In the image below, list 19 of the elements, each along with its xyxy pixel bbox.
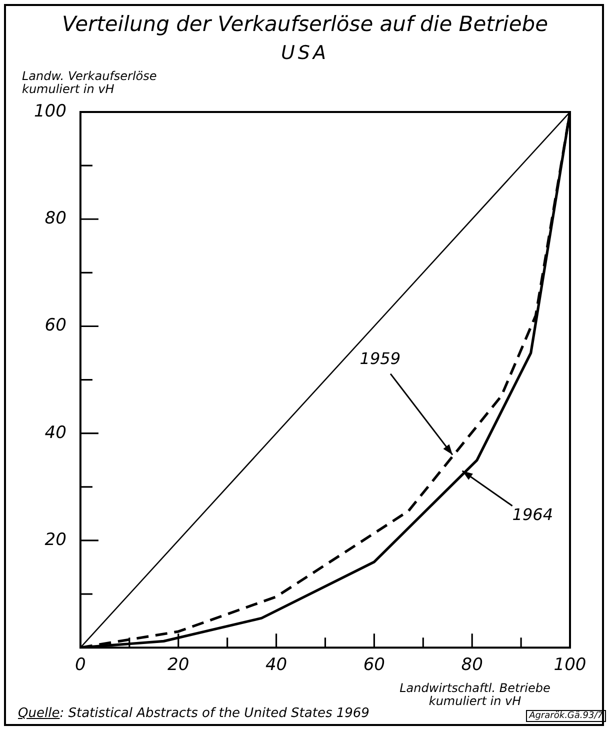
y-tick-label: 20 [44, 530, 66, 550]
x-tick-label: 20 [168, 655, 190, 676]
y-tick-label: 100 [34, 101, 66, 122]
x-tick-label: 80 [461, 655, 483, 676]
text: Agrarök.Gä.93/7 [526, 710, 606, 722]
x-axis-title: Landwirtschaftl. Betriebe kumuliert in vH [398, 681, 552, 708]
y-tick-label: 40 [44, 422, 66, 443]
y-tick-label: 60 [44, 316, 66, 336]
chart-title: Verteilung der Verkaufserlöse auf die Betriebe [60, 12, 550, 36]
y-tick-label: 80 [44, 208, 66, 229]
x-tick-label: 0 [75, 655, 86, 676]
annotation: 1959 [360, 348, 401, 368]
x-tick-label: 60 [363, 655, 385, 676]
x-tick-label: 40 [265, 655, 288, 676]
annotation: 1964 [512, 505, 554, 524]
source-note: Quelle: Statistical Abstracts of the United States 1969 [18, 706, 370, 721]
chart-subtitle: USA [280, 42, 330, 64]
x-tick-label: 100 [554, 655, 586, 676]
y-axis-title: Landw. Verkaufserlöse kumuliert in vH [22, 69, 158, 96]
